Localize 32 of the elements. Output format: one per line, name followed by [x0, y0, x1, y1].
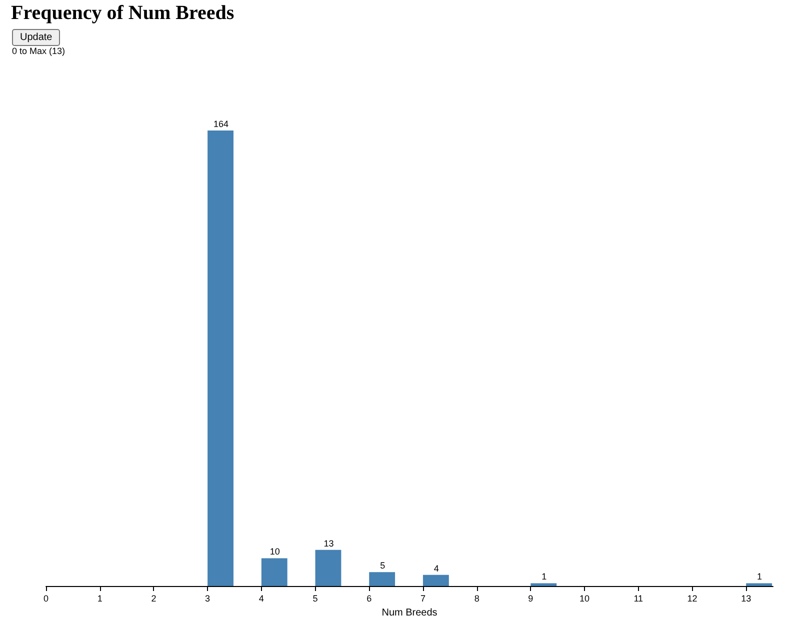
chart-title: Frequency of Num Breeds	[11, 2, 236, 25]
data-label: 4	[434, 563, 439, 574]
x-tick-label: 5	[312, 594, 318, 604]
x-tick-label: 4	[258, 594, 264, 604]
update-button: Update	[12, 29, 60, 46]
bar	[261, 558, 288, 586]
data-label: 1	[542, 572, 547, 582]
x-tick-label: 2	[151, 594, 156, 604]
bar	[530, 583, 557, 586]
x-tick-label: 13	[741, 594, 752, 604]
x-tick-label: 12	[687, 594, 698, 604]
data-label: 5	[380, 560, 386, 571]
bar	[422, 574, 449, 586]
x-tick-label: 10	[580, 594, 590, 604]
data-label: 164	[214, 118, 229, 129]
data-label: 13	[324, 538, 334, 548]
data-label: 10	[270, 546, 280, 557]
bar	[746, 583, 772, 586]
x-tick-label: 0	[43, 594, 49, 604]
x-tick-label: 1	[97, 594, 102, 604]
x-tick-label: 11	[634, 594, 644, 604]
x-axis-title: Num Breeds	[382, 608, 438, 618]
x-tick-label: 9	[528, 594, 534, 604]
bar	[208, 130, 234, 586]
x-tick-label: 7	[420, 594, 426, 604]
text: 0 to Max (13)	[12, 46, 66, 56]
bar	[369, 572, 396, 586]
data-label: 1	[757, 572, 762, 582]
x-tick-label: 6	[366, 594, 372, 604]
x-tick-label: 8	[474, 594, 480, 604]
x-tick-label: 3	[205, 594, 210, 604]
bar	[315, 550, 342, 586]
